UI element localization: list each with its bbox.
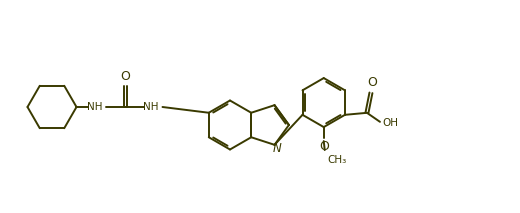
Text: NH: NH bbox=[144, 102, 159, 112]
Text: OH: OH bbox=[382, 118, 398, 128]
Text: NH: NH bbox=[87, 102, 103, 112]
Text: N: N bbox=[273, 142, 282, 155]
Text: O: O bbox=[319, 140, 329, 153]
Text: O: O bbox=[367, 76, 377, 89]
Text: CH₃: CH₃ bbox=[328, 155, 347, 165]
Text: O: O bbox=[121, 69, 131, 82]
